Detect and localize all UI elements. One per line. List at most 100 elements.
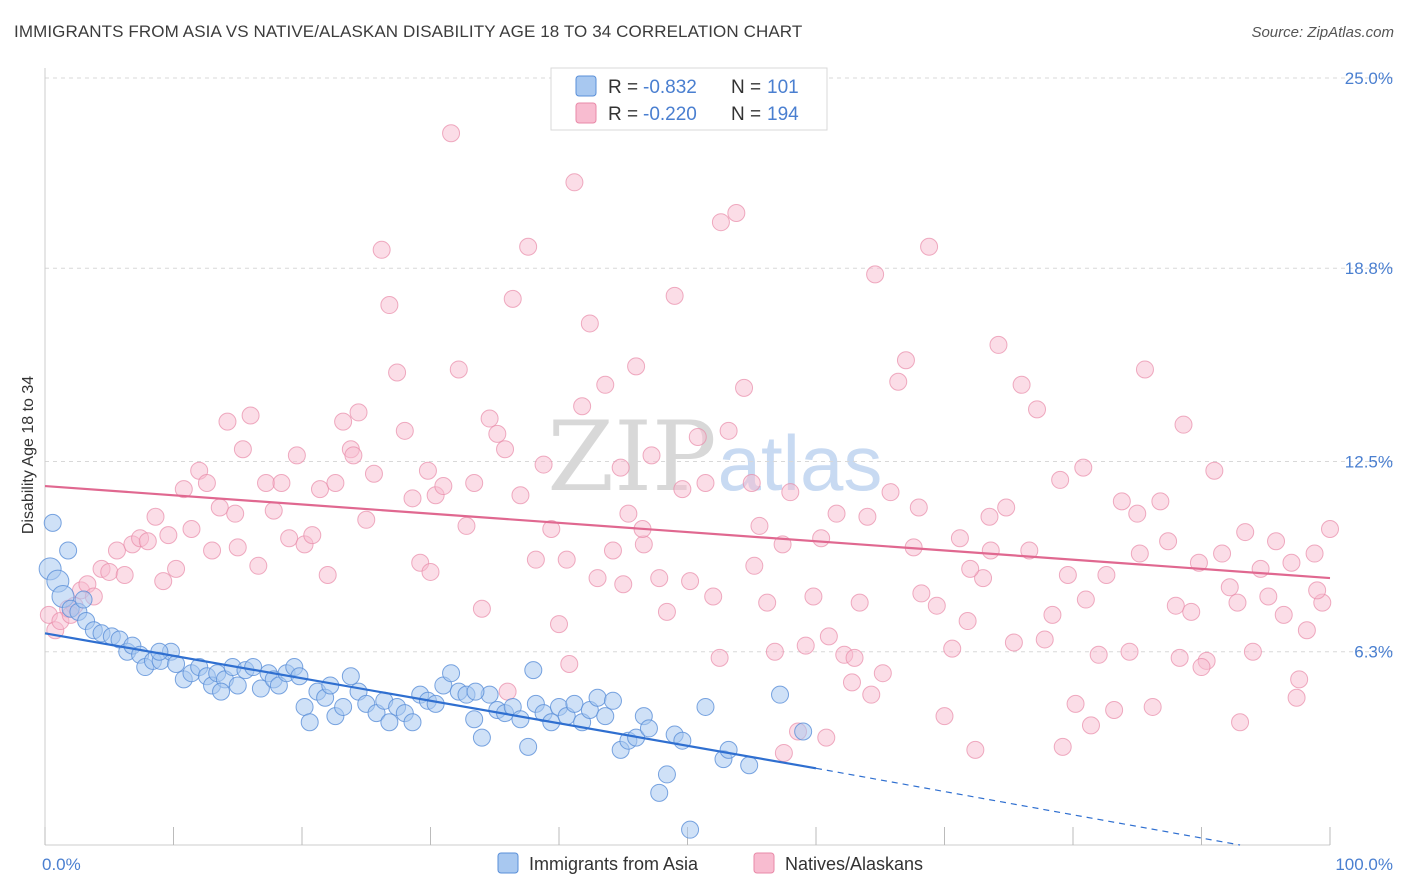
natives-point: [496, 440, 515, 459]
bottom-legend-swatch-asia: [497, 852, 519, 874]
natives-point: [719, 421, 738, 440]
natives-point: [1066, 694, 1085, 713]
natives-point: [264, 501, 283, 520]
asia-point: [650, 783, 669, 802]
natives-point: [1089, 645, 1108, 664]
natives-point: [318, 566, 337, 585]
bottom-legend-swatch-natives: [753, 852, 775, 874]
natives-point: [1081, 716, 1100, 735]
natives-point: [961, 559, 980, 578]
x-tick-labels: 0.0% 100.0%: [42, 855, 1393, 874]
asia-point: [466, 682, 485, 701]
asia-point: [300, 713, 319, 732]
bottom-legend: Immigrants from Asia Natives/Alaskans: [497, 852, 923, 874]
natives-point: [842, 673, 861, 692]
natives-point: [287, 446, 306, 465]
legend-swatch-natives: [575, 102, 597, 124]
natives-point: [344, 446, 363, 465]
natives-point: [146, 507, 165, 526]
x-tick-label: 100.0%: [1335, 855, 1393, 874]
natives-point: [395, 421, 414, 440]
natives-point: [927, 596, 946, 615]
natives-point: [349, 403, 368, 422]
natives-point: [673, 480, 692, 499]
natives-point: [920, 237, 939, 256]
natives-point: [1130, 544, 1149, 563]
natives-point: [418, 461, 437, 480]
natives-point: [827, 504, 846, 523]
asia-point: [681, 820, 700, 839]
natives-point: [958, 612, 977, 631]
natives-point: [1274, 605, 1293, 624]
asia-point: [426, 694, 445, 713]
natives-point: [634, 535, 653, 554]
natives-point: [710, 648, 729, 667]
natives-point: [873, 664, 892, 683]
natives-point: [565, 173, 584, 192]
natives-points: [39, 124, 1339, 762]
natives-point: [896, 351, 915, 370]
asia-point: [74, 590, 93, 609]
natives-point: [1213, 544, 1232, 563]
natives-point: [611, 458, 630, 477]
natives-point: [750, 516, 769, 535]
natives-point: [1012, 375, 1031, 394]
asia-points: [38, 513, 813, 839]
natives-point: [257, 473, 276, 492]
legend-r-value-1: -0.832: [643, 77, 697, 98]
asia-point: [519, 737, 538, 756]
natives-point: [357, 510, 376, 529]
natives-point: [421, 562, 440, 581]
natives-point: [580, 314, 599, 333]
natives-point: [765, 642, 784, 661]
natives-point: [115, 566, 134, 585]
natives-point: [249, 556, 268, 575]
natives-point: [711, 213, 730, 232]
natives-point: [745, 556, 764, 575]
natives-point: [812, 529, 831, 548]
natives-point: [781, 483, 800, 502]
natives-point: [303, 526, 322, 545]
natives-point: [1112, 492, 1131, 511]
natives-point: [174, 480, 193, 499]
natives-point: [681, 572, 700, 591]
asia-point: [603, 691, 622, 710]
legend: R = -0.832 N = 101 R = -0.220 N = 194: [550, 67, 828, 131]
natives-point: [1166, 596, 1185, 615]
natives-point: [866, 265, 885, 284]
natives-point: [657, 602, 676, 621]
natives-point: [742, 473, 761, 492]
natives-point: [817, 728, 836, 747]
asia-point: [251, 679, 270, 698]
natives-point: [1297, 621, 1316, 640]
natives-point: [596, 375, 615, 394]
natives-point: [909, 498, 928, 517]
natives-point: [519, 237, 538, 256]
asia-point: [212, 682, 231, 701]
natives-point: [1205, 461, 1224, 480]
natives-point: [542, 519, 561, 538]
axes: [44, 68, 1331, 846]
natives-point: [326, 473, 345, 492]
asia-point: [719, 740, 738, 759]
natives-point: [228, 538, 247, 557]
asia-point: [740, 756, 759, 775]
natives-point: [603, 541, 622, 560]
natives-point: [472, 599, 491, 618]
natives-point: [1004, 633, 1023, 652]
trend-lines: [44, 484, 1331, 846]
y-tick-label: 6.3%: [1354, 643, 1393, 662]
natives-point: [1097, 566, 1116, 585]
natives-point: [1290, 670, 1309, 689]
natives-point: [1243, 642, 1262, 661]
natives-point: [465, 473, 484, 492]
natives-point: [588, 569, 607, 588]
natives-point: [943, 639, 962, 658]
natives-point: [1174, 415, 1193, 434]
bottom-legend-natives: Natives/Alaskans: [785, 854, 923, 874]
x-tick-label: 0.0%: [42, 855, 81, 874]
asia-point: [403, 713, 422, 732]
natives-point: [619, 504, 638, 523]
natives-point: [434, 477, 453, 496]
natives-point: [138, 532, 157, 551]
